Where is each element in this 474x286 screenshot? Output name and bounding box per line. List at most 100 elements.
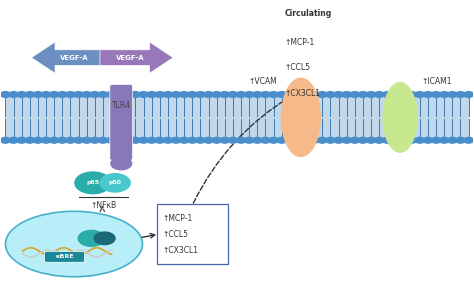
Circle shape xyxy=(261,137,270,143)
Circle shape xyxy=(74,137,83,143)
Circle shape xyxy=(391,92,400,98)
Circle shape xyxy=(366,137,376,143)
Circle shape xyxy=(285,137,295,143)
Circle shape xyxy=(464,92,474,98)
Circle shape xyxy=(374,137,384,143)
Text: ↑MCP-1: ↑MCP-1 xyxy=(284,38,315,47)
Circle shape xyxy=(122,92,132,98)
Circle shape xyxy=(350,137,360,143)
Circle shape xyxy=(342,137,352,143)
Circle shape xyxy=(456,137,465,143)
Ellipse shape xyxy=(383,82,418,153)
Circle shape xyxy=(9,92,18,98)
Circle shape xyxy=(334,92,343,98)
Circle shape xyxy=(163,137,173,143)
Text: ↑VCAM: ↑VCAM xyxy=(248,77,277,86)
Text: p50: p50 xyxy=(109,180,121,185)
Text: ↑CCL5: ↑CCL5 xyxy=(284,63,310,72)
Circle shape xyxy=(318,92,327,98)
Circle shape xyxy=(391,137,400,143)
Circle shape xyxy=(383,92,392,98)
Circle shape xyxy=(212,92,221,98)
Text: p65: p65 xyxy=(86,180,100,185)
Circle shape xyxy=(423,92,433,98)
Circle shape xyxy=(78,231,105,246)
Circle shape xyxy=(65,92,75,98)
Circle shape xyxy=(415,137,425,143)
Circle shape xyxy=(310,137,319,143)
Text: ↑NFκB: ↑NFκB xyxy=(91,201,117,210)
Circle shape xyxy=(0,137,10,143)
Circle shape xyxy=(431,137,441,143)
Circle shape xyxy=(98,137,108,143)
Circle shape xyxy=(131,92,140,98)
Circle shape xyxy=(179,137,189,143)
Circle shape xyxy=(374,92,384,98)
Circle shape xyxy=(447,137,457,143)
Circle shape xyxy=(366,92,376,98)
Circle shape xyxy=(106,137,116,143)
Polygon shape xyxy=(100,42,173,73)
Circle shape xyxy=(236,92,246,98)
Polygon shape xyxy=(31,42,105,73)
Circle shape xyxy=(57,137,67,143)
Circle shape xyxy=(220,137,229,143)
Circle shape xyxy=(147,92,156,98)
Circle shape xyxy=(155,92,164,98)
Circle shape xyxy=(49,92,59,98)
Text: Circulating: Circulating xyxy=(284,9,331,18)
Circle shape xyxy=(431,92,441,98)
Text: VEGF-A: VEGF-A xyxy=(60,55,88,61)
Text: ↑CCL5: ↑CCL5 xyxy=(163,230,189,239)
Circle shape xyxy=(310,92,319,98)
Circle shape xyxy=(94,232,115,245)
Circle shape xyxy=(439,137,449,143)
Circle shape xyxy=(253,92,262,98)
Circle shape xyxy=(326,137,335,143)
Circle shape xyxy=(100,174,130,192)
Circle shape xyxy=(269,92,278,98)
Circle shape xyxy=(25,137,35,143)
Circle shape xyxy=(139,137,148,143)
Circle shape xyxy=(415,92,425,98)
Circle shape xyxy=(75,172,111,194)
Circle shape xyxy=(41,137,51,143)
Circle shape xyxy=(245,137,254,143)
Circle shape xyxy=(49,137,59,143)
Circle shape xyxy=(57,92,67,98)
Circle shape xyxy=(301,92,311,98)
Circle shape xyxy=(188,137,197,143)
Circle shape xyxy=(212,137,221,143)
Circle shape xyxy=(188,92,197,98)
Circle shape xyxy=(236,137,246,143)
Circle shape xyxy=(447,92,457,98)
Circle shape xyxy=(342,92,352,98)
Circle shape xyxy=(301,137,311,143)
Circle shape xyxy=(65,137,75,143)
Circle shape xyxy=(82,92,91,98)
Circle shape xyxy=(293,92,303,98)
FancyBboxPatch shape xyxy=(156,204,228,264)
Circle shape xyxy=(228,137,238,143)
Circle shape xyxy=(204,137,213,143)
Circle shape xyxy=(285,92,295,98)
Circle shape xyxy=(277,137,286,143)
Circle shape xyxy=(204,92,213,98)
Circle shape xyxy=(253,137,262,143)
Text: TLR4: TLR4 xyxy=(112,101,131,110)
Circle shape xyxy=(111,157,132,170)
Circle shape xyxy=(407,92,417,98)
Text: ↑CX3CL1: ↑CX3CL1 xyxy=(163,245,199,255)
Circle shape xyxy=(114,92,124,98)
Circle shape xyxy=(326,92,335,98)
Circle shape xyxy=(245,92,254,98)
Circle shape xyxy=(9,137,18,143)
Circle shape xyxy=(155,137,164,143)
Circle shape xyxy=(464,137,474,143)
Circle shape xyxy=(439,92,449,98)
FancyBboxPatch shape xyxy=(45,251,84,262)
Circle shape xyxy=(179,92,189,98)
Ellipse shape xyxy=(5,211,143,277)
Circle shape xyxy=(90,137,100,143)
Circle shape xyxy=(98,92,108,98)
